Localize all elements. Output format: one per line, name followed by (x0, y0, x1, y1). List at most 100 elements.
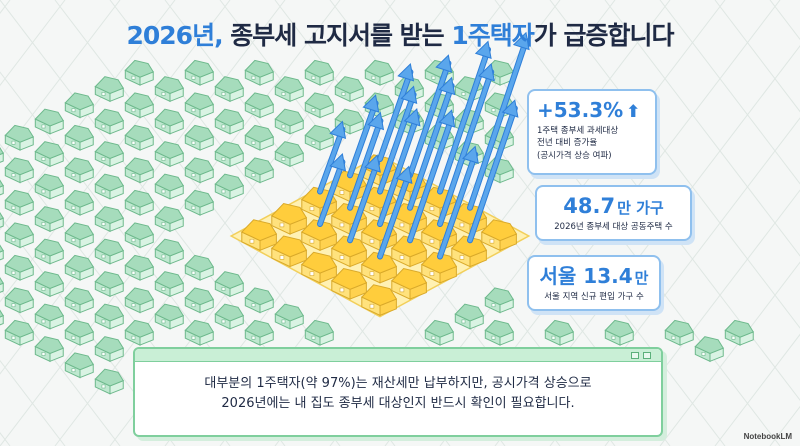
green-house (154, 271, 184, 298)
note-line-2: 2026년에는 내 집도 종부세 대상인지 반드시 확인이 필요합니다. (221, 396, 575, 411)
rising-arrow (467, 31, 530, 211)
stat-growth-value: +53.3% ⬆ (537, 98, 641, 122)
window-title-bar (135, 349, 661, 362)
green-house (154, 141, 184, 168)
note-line-1: 대부분의 1주택자(약 97%)는 재산세만 납부하지만, 공시가격 상승으로 (204, 376, 592, 391)
green-house (34, 206, 64, 233)
green-house (64, 189, 94, 216)
green-house (154, 76, 184, 103)
green-house (64, 157, 94, 184)
green-house (124, 319, 154, 346)
green-house (124, 59, 154, 86)
green-house (304, 59, 334, 86)
green-house (94, 206, 124, 233)
green-house (34, 141, 64, 168)
rising-arrow (377, 165, 413, 260)
green-house (64, 287, 94, 314)
stat-card-seoul: 서울 13.4 만 서울 지역 신규 편입 가구 수 (527, 255, 661, 311)
green-house (94, 238, 124, 265)
green-house (4, 157, 34, 184)
green-house (694, 336, 724, 363)
green-house (64, 352, 94, 379)
yellow-house (360, 251, 398, 284)
green-house (4, 254, 34, 281)
green-house (304, 92, 334, 119)
green-house (4, 222, 34, 249)
green-house (94, 303, 124, 330)
green-house (184, 157, 214, 184)
yellow-house (480, 219, 518, 252)
title-middle: 종부세 고지서를 받는 (222, 21, 452, 50)
green-house (244, 124, 274, 151)
green-house (0, 309, 4, 326)
rising-arrow (347, 94, 380, 179)
yellow-house (270, 235, 308, 268)
rising-arrow (317, 152, 347, 227)
green-house (184, 124, 214, 151)
info-note-window: 대부분의 1주택자(약 97%)는 재산세만 납부하지만, 공시가격 상승으로 … (133, 347, 663, 437)
green-house (94, 76, 124, 103)
green-house (214, 271, 244, 298)
page-title: 2026년, 종부세 고지서를 받는 1주택자가 급증합니다 (0, 16, 800, 52)
up-arrow-icon: ⬆ (626, 102, 641, 122)
stat-card-households: 48.7 만 가구 2026년 종부세 대상 공동주택 수 (535, 185, 692, 241)
green-house (4, 287, 34, 314)
green-house (124, 124, 154, 151)
green-house (94, 368, 124, 395)
green-house (274, 76, 304, 103)
green-house (664, 319, 694, 346)
green-house (184, 319, 214, 346)
green-house (4, 189, 34, 216)
green-house (184, 254, 214, 281)
green-house (184, 287, 214, 314)
stat-growth-desc-2: 전년 대비 증가율 (537, 138, 598, 149)
green-house (34, 336, 64, 363)
rising-arrow (377, 62, 415, 162)
green-house (124, 222, 154, 249)
title-year: 2026년, (126, 21, 223, 50)
green-house (154, 108, 184, 135)
green-house (154, 206, 184, 233)
rising-arrow (347, 154, 381, 244)
yellow-house (300, 251, 338, 284)
green-house (184, 59, 214, 86)
green-house (124, 92, 154, 119)
green-house (604, 319, 634, 346)
green-house (64, 254, 94, 281)
green-house (454, 303, 484, 330)
yellow-house (240, 219, 278, 252)
yellow-house (390, 235, 428, 268)
rising-arrow (437, 40, 492, 195)
green-house (154, 173, 184, 200)
green-house (274, 141, 304, 168)
green-house (154, 238, 184, 265)
stat-growth-desc-1: 1주택 종부세 과세대상 (537, 126, 619, 136)
rising-arrow (437, 62, 495, 227)
yellow-house (330, 267, 368, 300)
green-house (274, 108, 304, 135)
title-highlight: 1주택자 (451, 21, 534, 50)
green-house (0, 146, 4, 163)
stat-households-value: 48.7 만 가구 (563, 194, 664, 218)
green-house (124, 254, 154, 281)
green-house (34, 173, 64, 200)
green-house (124, 157, 154, 184)
green-house (184, 189, 214, 216)
green-house (244, 319, 274, 346)
rising-arrow (377, 107, 421, 227)
green-house (364, 59, 394, 86)
green-house (154, 303, 184, 330)
green-house (334, 76, 364, 103)
green-house (244, 157, 274, 184)
yellow-house (450, 235, 488, 268)
green-house (124, 189, 154, 216)
rising-arrow (407, 54, 453, 179)
green-house (544, 319, 574, 346)
stat-seoul-value: 서울 13.4 만 (539, 264, 649, 288)
rising-arrow (407, 76, 456, 211)
green-house (94, 108, 124, 135)
green-house (34, 108, 64, 135)
green-house (244, 92, 274, 119)
title-end: 가 급증합니다 (533, 21, 675, 50)
